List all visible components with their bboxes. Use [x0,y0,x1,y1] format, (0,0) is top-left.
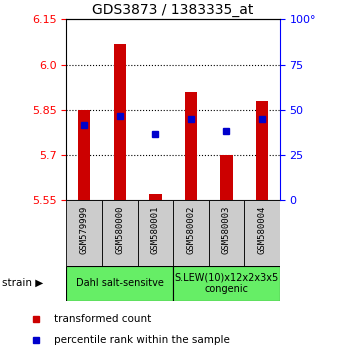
Bar [66,266,173,301]
Bar [114,44,126,200]
Bar [220,155,233,200]
Bar [256,101,268,200]
Text: GSM580001: GSM580001 [151,205,160,253]
Text: GSM579999: GSM579999 [80,205,89,253]
Text: GSM580002: GSM580002 [186,205,195,253]
Title: GDS3873 / 1383335_at: GDS3873 / 1383335_at [92,3,254,17]
Bar [137,200,173,266]
Text: GSM580004: GSM580004 [257,205,266,253]
Bar [244,200,280,266]
Text: GSM580000: GSM580000 [115,205,124,253]
Bar [209,200,244,266]
Text: transformed count: transformed count [54,314,151,324]
Bar [102,200,137,266]
Bar [149,194,162,200]
Text: percentile rank within the sample: percentile rank within the sample [54,335,230,345]
Text: strain ▶: strain ▶ [2,278,43,288]
Text: Dahl salt-sensitve: Dahl salt-sensitve [76,278,164,288]
Bar [78,110,90,200]
Text: S.LEW(10)x12x2x3x5
congenic: S.LEW(10)x12x2x3x5 congenic [174,272,279,294]
Text: GSM580003: GSM580003 [222,205,231,253]
Bar [173,200,209,266]
Bar [66,200,102,266]
Bar [184,92,197,200]
Bar [173,266,280,301]
